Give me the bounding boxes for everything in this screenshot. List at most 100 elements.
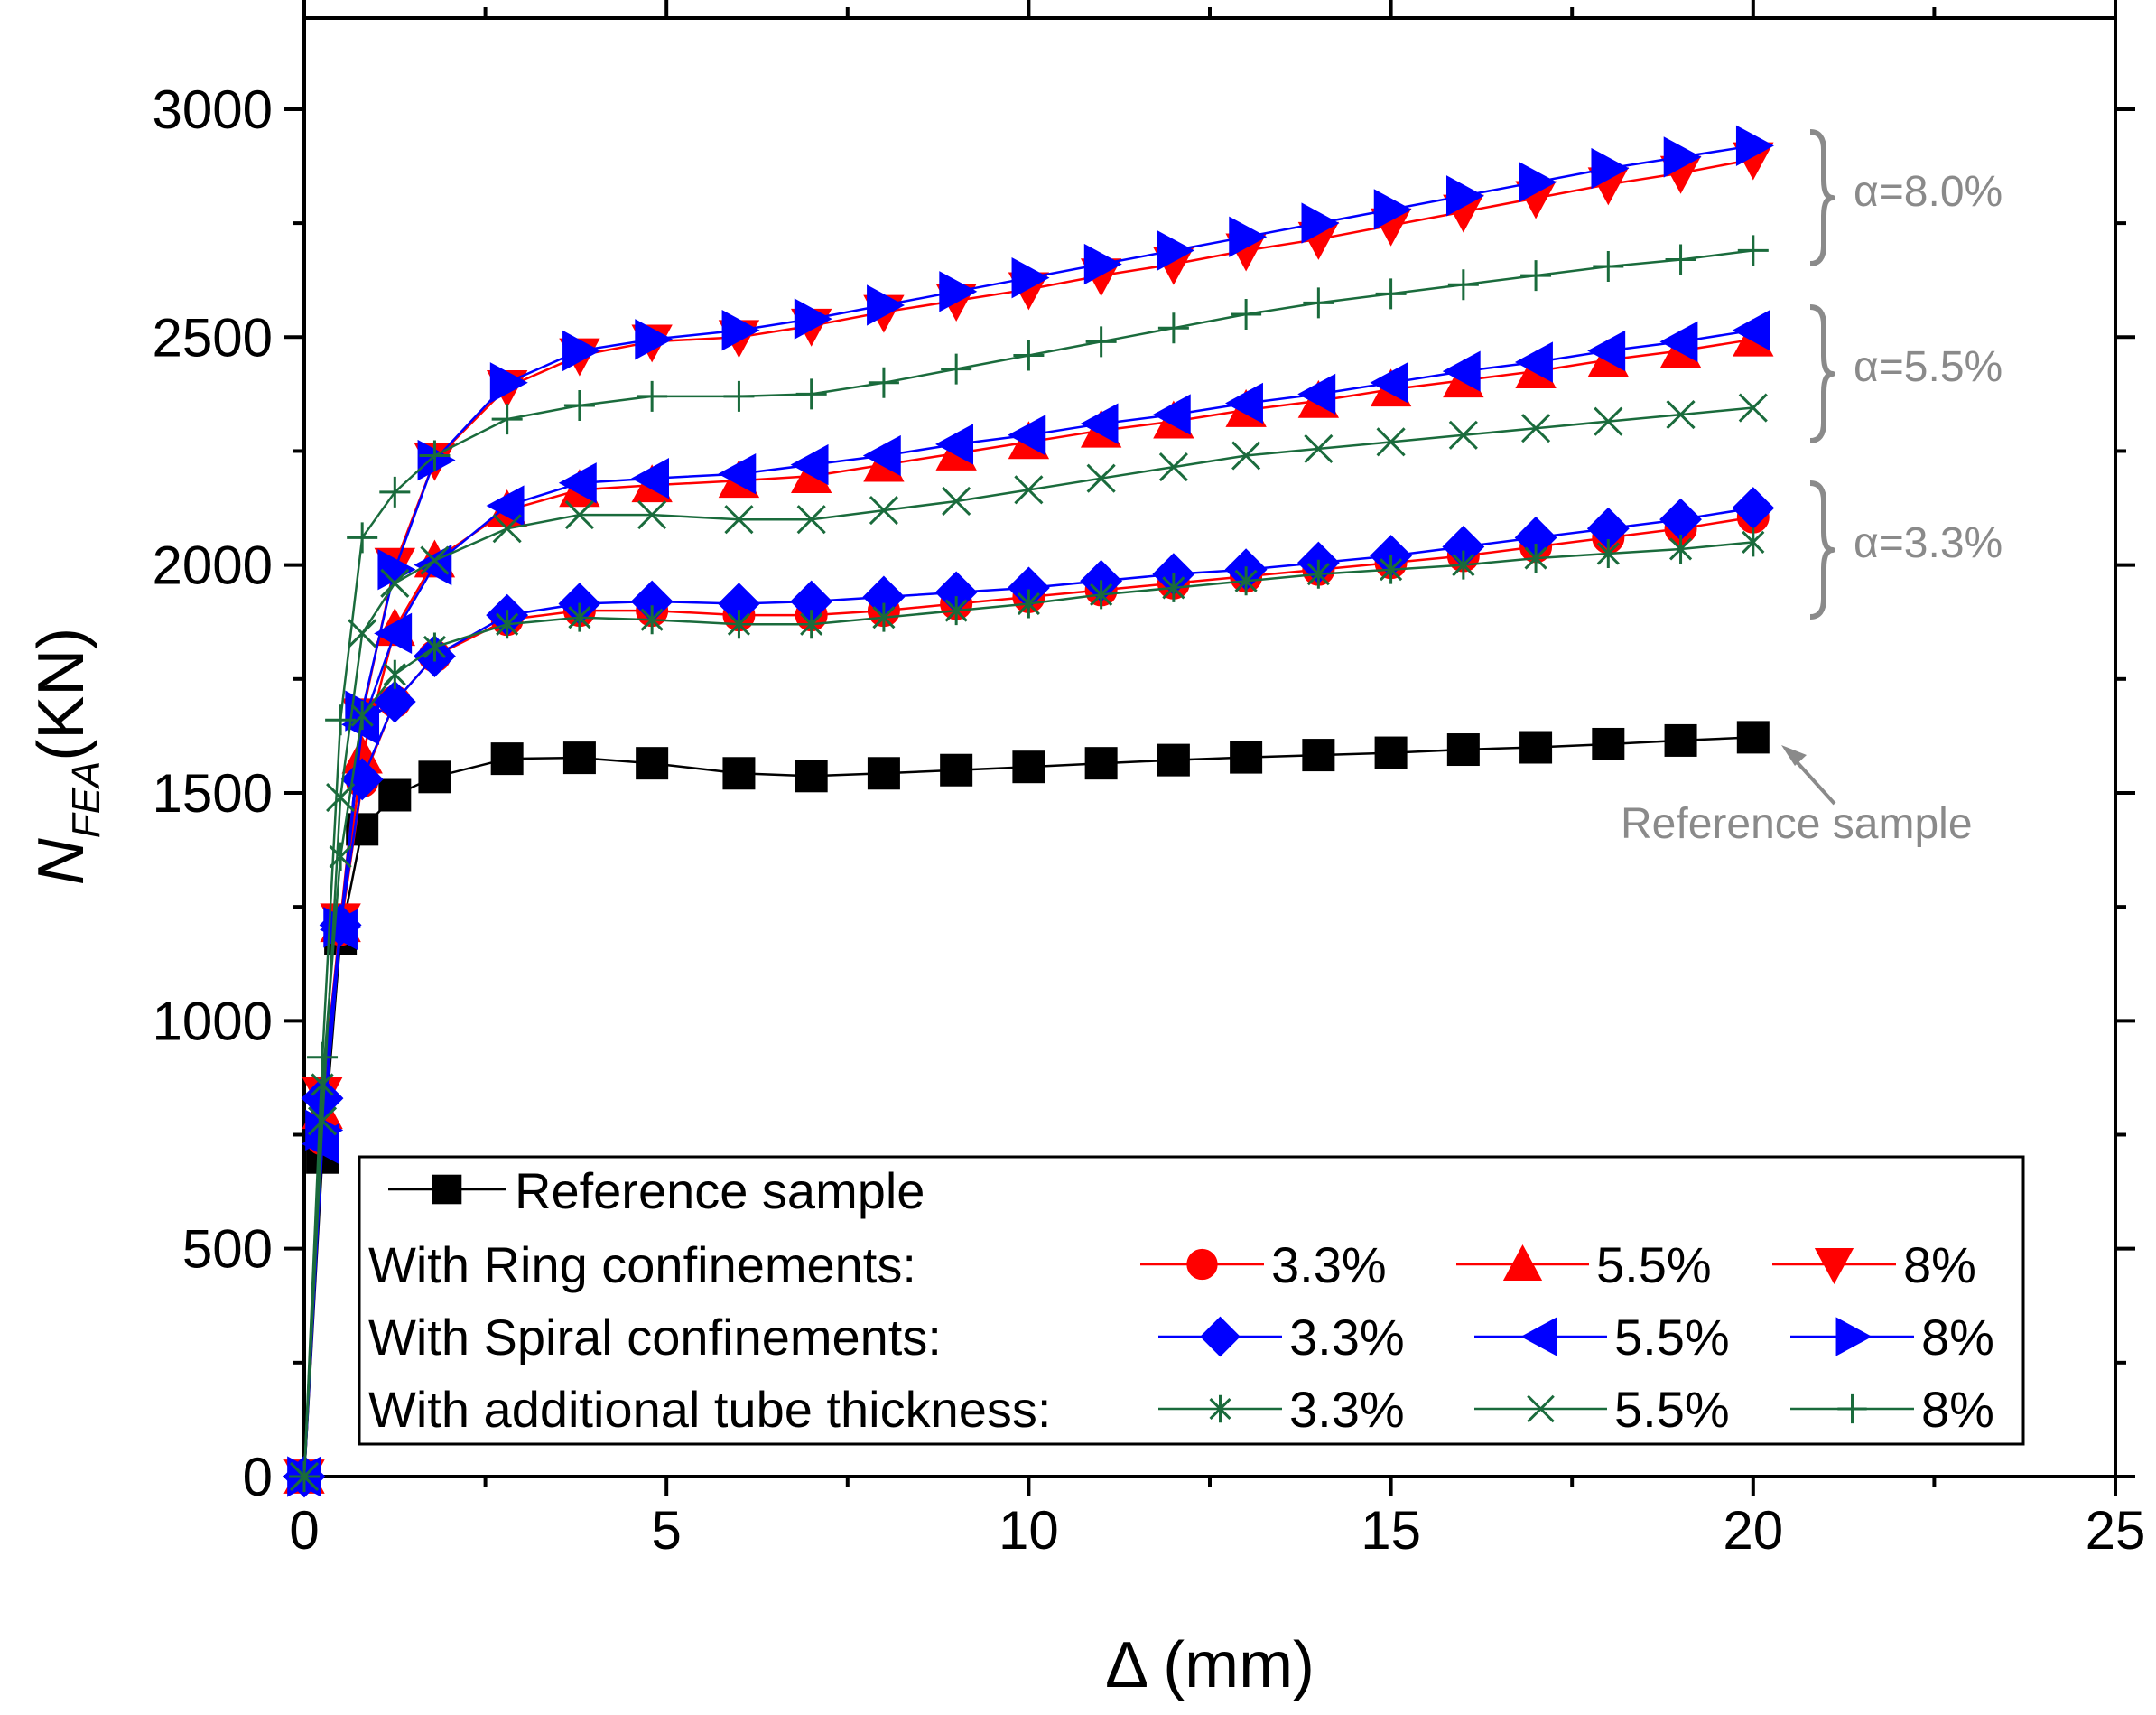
- x-axis-title: Δ (mm): [1105, 1629, 1315, 1701]
- data-point-tube-8: [347, 522, 378, 554]
- data-point-tube-5.5: [724, 505, 754, 535]
- data-point-spiral-8: [721, 310, 760, 351]
- data-point-tube-3.3: [872, 602, 896, 632]
- data-point-tube-8: [289, 1461, 320, 1492]
- data-point-tube-8: [868, 367, 899, 398]
- data-point-tube-3.3: [1234, 566, 1258, 596]
- data-point-reference: [418, 760, 451, 794]
- data-point-tube-8: [1231, 299, 1262, 331]
- data-point-spiral-8: [489, 362, 528, 404]
- legend-label-tube-5.5: 5.5%: [1614, 1381, 1730, 1438]
- reference-arrow-head: [1781, 745, 1807, 766]
- y-tick-label: 2000: [153, 536, 273, 596]
- annotation-alpha-5-5: α=5.5%: [1854, 343, 2003, 391]
- data-point-reference: [1157, 743, 1190, 777]
- data-point-tube-8: [1085, 326, 1117, 358]
- data-point-spiral-5.5: [1587, 330, 1626, 372]
- series-tube-3.3: [293, 527, 1765, 1491]
- data-point-tube-5.5: [796, 505, 826, 535]
- x-tick-label: 15: [1361, 1500, 1421, 1561]
- data-point-spiral-5.5: [935, 424, 974, 465]
- data-point-tube-5.5: [942, 486, 971, 517]
- data-point-spiral-5.5: [1225, 382, 1263, 424]
- legend-label-tube-8: 8%: [1921, 1381, 1994, 1438]
- data-point-spiral-8: [1011, 256, 1050, 299]
- legend-marker-ring-3.3: [1186, 1248, 1218, 1281]
- series-tube-8: [289, 235, 1769, 1492]
- data-point-reference: [1736, 721, 1770, 754]
- legend-label-tube-3.3: 3.3%: [1289, 1381, 1405, 1438]
- data-point-reference: [636, 747, 669, 780]
- data-point-tube-8: [1303, 287, 1334, 319]
- legend-marker-tube-3.3: [1209, 1394, 1231, 1423]
- data-point-tube-5.5: [1014, 475, 1044, 505]
- data-point-tube-3.3: [1524, 544, 1547, 573]
- data-point-tube-8: [1013, 340, 1045, 371]
- data-point-tube-8: [637, 380, 668, 412]
- data-point-reference: [722, 757, 756, 790]
- data-point-spiral-8: [1445, 175, 1484, 217]
- data-point-tube-5.5: [1376, 427, 1406, 457]
- data-point-tube-3.3: [1162, 573, 1185, 602]
- brace-alpha-5-5: [1809, 304, 1835, 443]
- data-point-tube-8: [307, 1041, 339, 1073]
- data-point-spiral-5.5: [1297, 373, 1336, 415]
- legend-label-spiral-5.5: 5.5%: [1614, 1309, 1730, 1365]
- y-tick-label: 3000: [153, 79, 273, 140]
- legend-label-ring-3.3: 3.3%: [1271, 1236, 1387, 1293]
- data-point-reference: [1446, 733, 1480, 767]
- data-point-tube-8: [1375, 278, 1407, 310]
- data-point-spiral-5.5: [718, 453, 757, 495]
- data-point-spiral-8: [867, 284, 906, 326]
- data-point-tube-8: [941, 353, 972, 385]
- data-point-spiral-8: [1591, 147, 1630, 190]
- data-point-tube-5.5: [1158, 452, 1188, 482]
- data-point-tube-5.5: [380, 568, 410, 598]
- data-point-spiral-5.5: [790, 443, 829, 486]
- legend-marker-spiral-5.5: [1520, 1317, 1557, 1356]
- y-axis-title-main: N: [25, 837, 98, 885]
- data-point-tube-5.5: [1231, 441, 1261, 471]
- legend-label-ring-5.5: 5.5%: [1596, 1236, 1712, 1293]
- data-point-tube-3.3: [1090, 580, 1113, 610]
- legend-label-reference: Reference sample: [515, 1162, 925, 1219]
- data-point-reference: [1519, 731, 1553, 764]
- data-point-reference: [1302, 739, 1335, 772]
- plot-series: [283, 125, 1775, 1498]
- data-point-spiral-5.5: [862, 434, 901, 477]
- data-point-spiral-8: [1301, 202, 1340, 244]
- data-point-tube-3.3: [496, 610, 519, 639]
- legend-label-ring-8: 8%: [1903, 1236, 1976, 1293]
- data-point-reference: [1012, 750, 1045, 784]
- data-point-reference: [378, 778, 412, 812]
- axes: 0 5 10 15 20 25 0 500 1000 1500 2000 2500 3000 Δ (mm)…: [25, 0, 2145, 1701]
- data-point-tube-5.5: [637, 500, 667, 530]
- legend-marker-tube-8: [1837, 1393, 1867, 1424]
- data-point-tube-8: [795, 378, 827, 410]
- data-point-tube-5.5: [564, 500, 594, 530]
- data-point-tube-8: [1593, 251, 1624, 283]
- data-point-tube-5.5: [1448, 420, 1478, 450]
- data-point-spiral-5.5: [414, 544, 452, 586]
- data-point-spiral-5.5: [1442, 350, 1481, 392]
- data-point-spiral-5.5: [1514, 341, 1553, 383]
- y-tick-label: 500: [182, 1219, 273, 1280]
- data-point-spiral-5.5: [1152, 394, 1191, 435]
- y-axis-title-sub: FEA: [64, 761, 108, 839]
- data-point-spiral-5.5: [558, 462, 597, 504]
- data-point-tube-3.3: [1380, 555, 1403, 584]
- y-tick-label: 1500: [153, 763, 273, 824]
- data-point-spiral-8: [939, 271, 978, 312]
- data-point-spiral-5.5: [374, 612, 413, 655]
- data-point-spiral-8: [1735, 125, 1774, 166]
- legend: Reference sample With Ring confinements: 3…: [358, 1155, 2025, 1446]
- data-point-reference: [795, 760, 828, 793]
- data-point-spiral-5.5: [1080, 403, 1119, 444]
- x-tick-label: 25: [2086, 1500, 2146, 1561]
- data-point-tube-8: [1665, 244, 1696, 275]
- data-point-spiral-5.5: [631, 458, 670, 499]
- reference-arrow-line: [1790, 755, 1836, 806]
- data-point-spiral-5.5: [1732, 310, 1770, 351]
- brace-alpha-8: [1809, 129, 1835, 266]
- data-point-spiral-8: [1373, 189, 1412, 230]
